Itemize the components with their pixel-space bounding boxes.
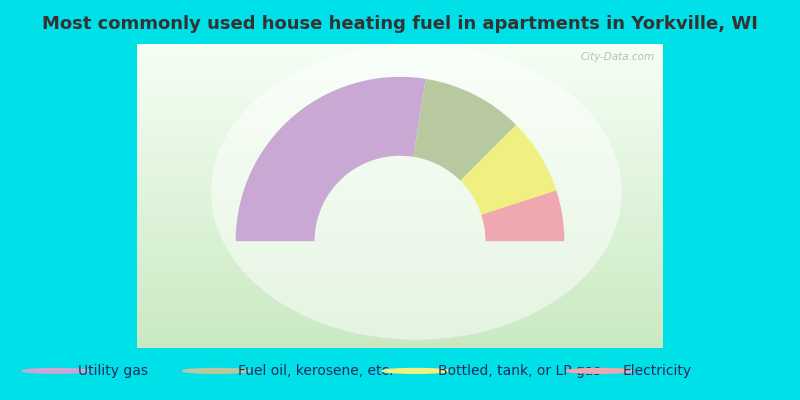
Circle shape <box>182 368 250 373</box>
Wedge shape <box>414 79 516 181</box>
Circle shape <box>22 368 90 373</box>
Text: Fuel oil, kerosene, etc.: Fuel oil, kerosene, etc. <box>238 364 394 378</box>
Text: Bottled, tank, or LP gas: Bottled, tank, or LP gas <box>438 364 601 378</box>
Text: Most commonly used house heating fuel in apartments in Yorkville, WI: Most commonly used house heating fuel in… <box>42 15 758 33</box>
Wedge shape <box>461 125 556 215</box>
Ellipse shape <box>211 44 622 340</box>
Text: City-Data.com: City-Data.com <box>581 52 654 62</box>
Wedge shape <box>236 77 426 241</box>
Circle shape <box>566 368 634 373</box>
Wedge shape <box>482 190 564 241</box>
Circle shape <box>382 368 450 373</box>
Text: Electricity: Electricity <box>622 364 691 378</box>
Text: Utility gas: Utility gas <box>78 364 149 378</box>
